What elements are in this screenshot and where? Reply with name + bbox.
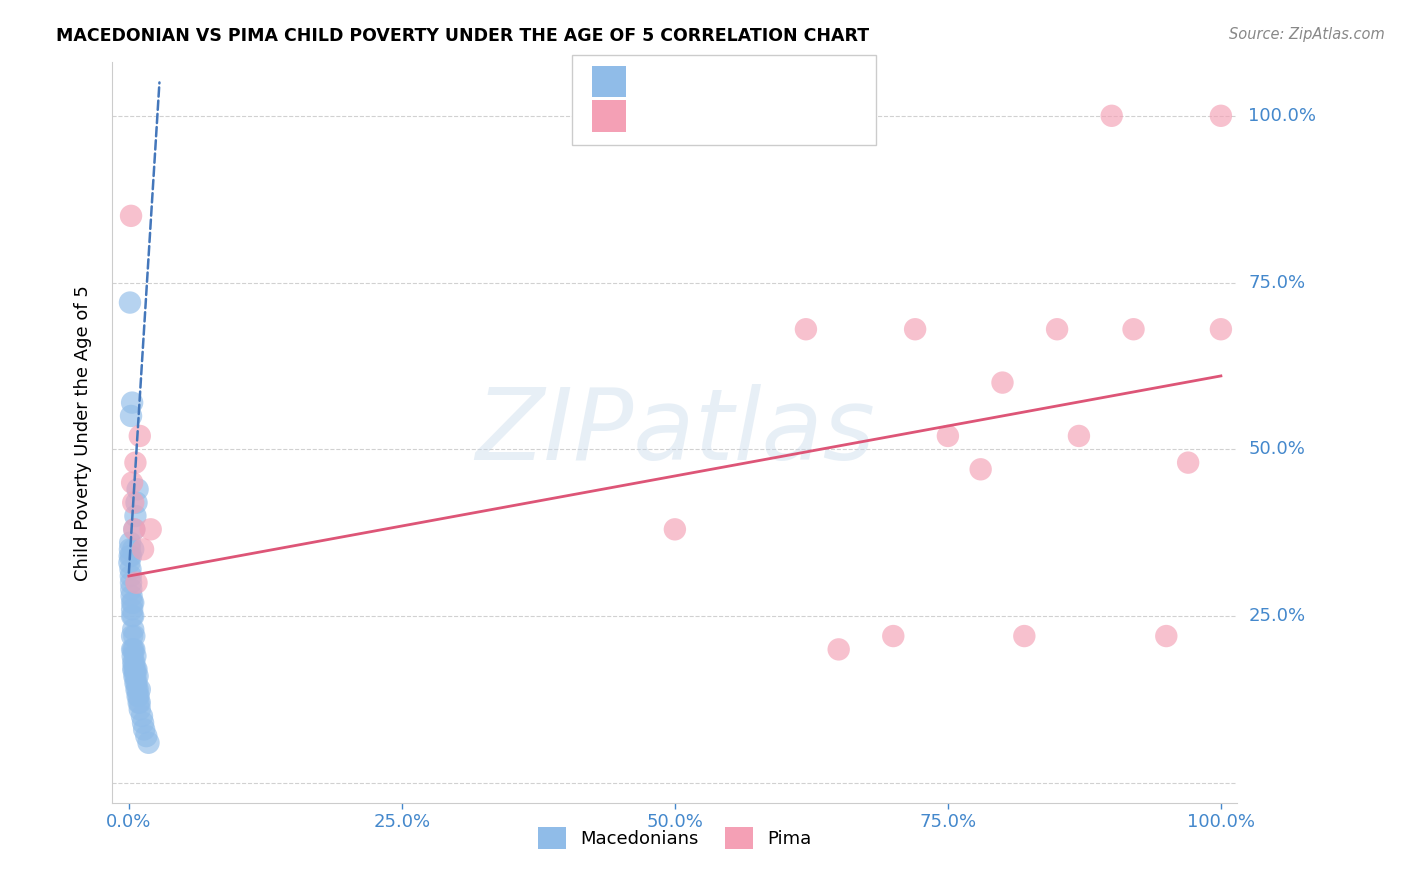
Point bbox=[121, 609, 143, 624]
Point bbox=[127, 689, 149, 703]
Point bbox=[124, 648, 146, 663]
Point bbox=[124, 522, 146, 536]
Point bbox=[936, 429, 959, 443]
Text: R = 0.384   N = 55: R = 0.384 N = 55 bbox=[636, 72, 820, 90]
Point bbox=[128, 682, 150, 697]
Point bbox=[120, 209, 142, 223]
Point bbox=[138, 736, 160, 750]
Point bbox=[882, 629, 904, 643]
Point bbox=[128, 429, 150, 443]
Text: R = 0.431   N = 26: R = 0.431 N = 26 bbox=[636, 107, 820, 125]
Point bbox=[135, 729, 157, 743]
Point bbox=[1209, 109, 1232, 123]
Point bbox=[120, 582, 142, 597]
Point bbox=[794, 322, 817, 336]
Point bbox=[122, 642, 145, 657]
Point bbox=[118, 556, 141, 570]
Point bbox=[118, 549, 141, 563]
Point bbox=[122, 542, 145, 557]
Text: 50.0%: 50.0% bbox=[1249, 441, 1305, 458]
Y-axis label: Child Poverty Under the Age of 5: Child Poverty Under the Age of 5 bbox=[73, 285, 91, 581]
Point bbox=[127, 483, 149, 497]
Point bbox=[124, 508, 146, 523]
Point bbox=[1122, 322, 1144, 336]
Point bbox=[122, 662, 145, 676]
Text: MACEDONIAN VS PIMA CHILD POVERTY UNDER THE AGE OF 5 CORRELATION CHART: MACEDONIAN VS PIMA CHILD POVERTY UNDER T… bbox=[56, 27, 869, 45]
Point bbox=[124, 522, 146, 536]
Point bbox=[121, 602, 143, 616]
Point bbox=[120, 562, 142, 576]
Point bbox=[125, 575, 148, 590]
Point bbox=[124, 669, 146, 683]
Point bbox=[904, 322, 927, 336]
Point bbox=[121, 596, 143, 610]
Point bbox=[828, 642, 851, 657]
Point bbox=[118, 542, 141, 557]
Point bbox=[1177, 456, 1199, 470]
Point bbox=[132, 715, 155, 730]
Text: Source: ZipAtlas.com: Source: ZipAtlas.com bbox=[1229, 27, 1385, 42]
Legend: Macedonians, Pima: Macedonians, Pima bbox=[531, 821, 818, 856]
Point bbox=[124, 656, 146, 670]
Point bbox=[121, 642, 143, 657]
Point bbox=[132, 542, 155, 557]
Point bbox=[122, 623, 145, 637]
Point bbox=[139, 522, 162, 536]
Point bbox=[124, 456, 146, 470]
Point bbox=[125, 662, 148, 676]
Point bbox=[1156, 629, 1178, 643]
Point bbox=[124, 669, 146, 683]
Point bbox=[122, 609, 145, 624]
Point bbox=[120, 409, 142, 423]
Point bbox=[121, 648, 143, 663]
Point bbox=[124, 642, 146, 657]
Point bbox=[121, 475, 143, 490]
Point bbox=[1101, 109, 1123, 123]
Point bbox=[127, 682, 149, 697]
Point bbox=[121, 395, 143, 409]
Point bbox=[664, 522, 686, 536]
Point bbox=[131, 709, 153, 723]
Point bbox=[128, 696, 150, 710]
Point bbox=[1046, 322, 1069, 336]
Point bbox=[128, 689, 150, 703]
Point bbox=[1067, 429, 1090, 443]
Point bbox=[991, 376, 1014, 390]
Point bbox=[118, 295, 141, 310]
Point bbox=[125, 675, 148, 690]
Point bbox=[125, 682, 148, 697]
Point bbox=[128, 696, 150, 710]
Point bbox=[134, 723, 156, 737]
Text: 100.0%: 100.0% bbox=[1249, 107, 1316, 125]
Point bbox=[120, 535, 142, 549]
Point bbox=[122, 496, 145, 510]
Text: 75.0%: 75.0% bbox=[1249, 274, 1306, 292]
Point bbox=[1209, 322, 1232, 336]
Point bbox=[120, 549, 142, 563]
Point bbox=[127, 669, 149, 683]
Point bbox=[122, 596, 145, 610]
Point bbox=[124, 675, 146, 690]
Point bbox=[124, 629, 146, 643]
Point bbox=[121, 589, 143, 603]
Text: 25.0%: 25.0% bbox=[1249, 607, 1306, 625]
Point bbox=[128, 702, 150, 716]
Text: ZIPatlas: ZIPatlas bbox=[475, 384, 875, 481]
Point bbox=[125, 496, 148, 510]
Point bbox=[969, 462, 991, 476]
Point bbox=[120, 575, 142, 590]
Point bbox=[1014, 629, 1036, 643]
Point bbox=[121, 629, 143, 643]
Point bbox=[124, 662, 146, 676]
Point bbox=[120, 569, 142, 583]
Point bbox=[124, 662, 146, 676]
Point bbox=[122, 656, 145, 670]
